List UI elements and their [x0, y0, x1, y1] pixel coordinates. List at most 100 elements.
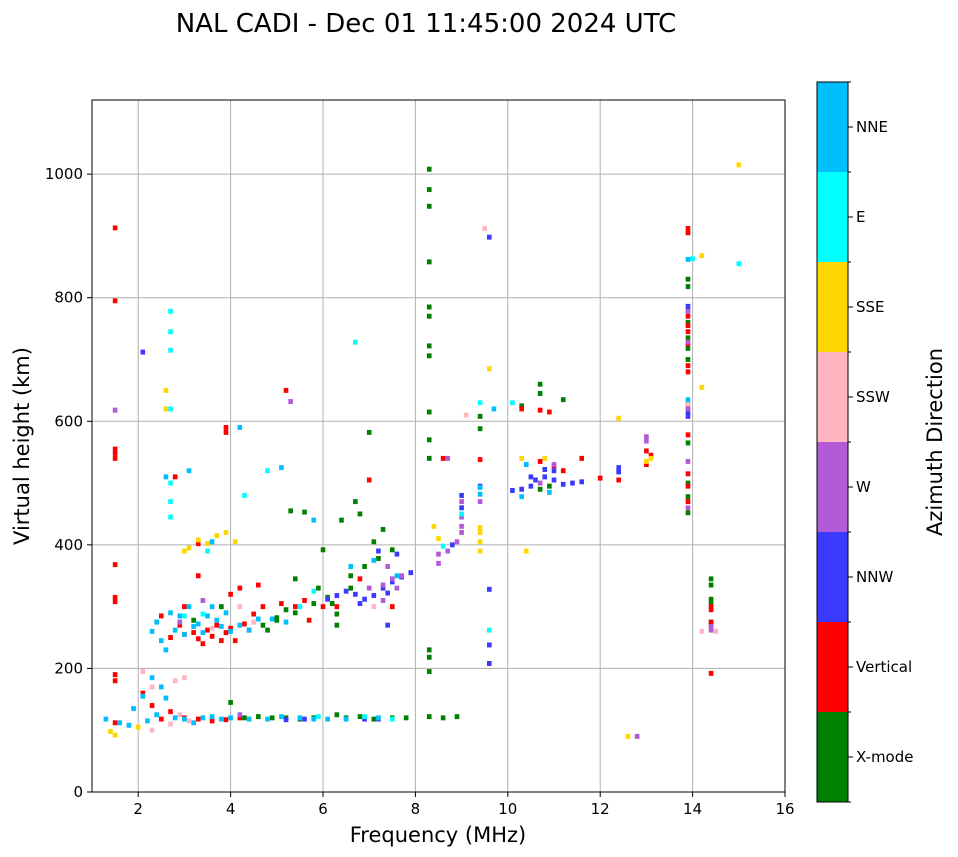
data-point [579, 455, 585, 461]
data-point [454, 714, 460, 720]
x-tick-label: 4 [226, 800, 236, 818]
data-point [616, 469, 621, 475]
data-point [542, 474, 548, 480]
data-point [237, 712, 243, 718]
data-point [616, 415, 621, 421]
data-point [149, 727, 155, 733]
data-point [228, 699, 233, 705]
data-point [685, 323, 691, 328]
data-point [685, 329, 691, 335]
data-point [487, 627, 492, 633]
data-point [325, 716, 330, 722]
data-point [685, 230, 691, 236]
data-point [426, 313, 432, 319]
data-point [191, 630, 196, 636]
data-point [209, 718, 215, 724]
data-point [334, 611, 340, 617]
data-point [283, 387, 289, 393]
data-point [228, 625, 233, 631]
data-point [353, 339, 358, 345]
data-point [403, 715, 409, 721]
data-point [168, 499, 173, 505]
series-w [112, 308, 714, 739]
colorbar-title: Azimuth Direction [923, 348, 947, 536]
data-point [246, 716, 252, 722]
data-point [477, 400, 483, 406]
data-point [172, 474, 178, 480]
data-point [685, 335, 691, 341]
data-point [112, 298, 118, 304]
data-point [320, 547, 326, 553]
data-point [510, 488, 515, 493]
y-tick-label: 1000 [45, 165, 83, 183]
data-point [168, 347, 173, 353]
data-point [699, 384, 705, 390]
data-point [191, 623, 196, 629]
colorbar-label: NNW [856, 568, 893, 586]
data-point [487, 586, 492, 592]
data-point [366, 477, 372, 483]
data-point [528, 483, 534, 489]
data-point [362, 596, 367, 602]
data-point [191, 720, 196, 726]
data-point [551, 477, 557, 483]
data-point [708, 623, 714, 629]
data-point [708, 670, 714, 676]
data-point [597, 475, 603, 481]
data-point [339, 517, 344, 523]
data-point [311, 517, 317, 523]
colorbar-label: SSW [856, 388, 890, 406]
data-point [228, 591, 233, 597]
data-point [394, 573, 400, 579]
series-e [168, 256, 742, 722]
data-point [362, 714, 367, 720]
data-point [269, 616, 275, 622]
data-point [736, 261, 742, 267]
plot-area [92, 100, 785, 792]
data-point [459, 523, 464, 529]
data-point [288, 399, 293, 404]
data-point [537, 407, 543, 413]
data-point [209, 539, 215, 545]
data-point [519, 486, 524, 492]
data-point [265, 627, 270, 633]
data-point [200, 611, 206, 617]
data-point [223, 424, 229, 430]
data-point [491, 406, 497, 412]
data-point [232, 638, 238, 644]
data-point [112, 720, 118, 726]
data-point [279, 465, 284, 471]
data-point [348, 585, 354, 591]
data-point [195, 636, 201, 642]
data-point [177, 712, 183, 718]
data-point [158, 638, 164, 644]
data-point [195, 541, 201, 547]
data-point [685, 409, 691, 415]
data-point [219, 623, 224, 629]
data-point [380, 597, 386, 603]
data-point [426, 304, 432, 310]
data-point [380, 585, 386, 591]
data-point [685, 413, 691, 419]
y-axis-label: Virtual height (km) [10, 347, 34, 545]
data-point [168, 635, 173, 641]
data-point [149, 675, 155, 681]
data-point [648, 452, 654, 458]
data-point [205, 541, 210, 547]
data-point [163, 406, 169, 412]
data-point [685, 494, 691, 500]
data-point [158, 684, 164, 690]
data-point [459, 499, 464, 505]
data-point [477, 457, 483, 463]
data-point [362, 564, 367, 569]
data-point [616, 465, 621, 471]
data-point [219, 604, 224, 610]
data-point [242, 621, 247, 627]
data-point [389, 716, 395, 722]
data-point [699, 628, 705, 634]
data-point [242, 492, 247, 498]
data-point [251, 619, 257, 625]
data-point [537, 480, 543, 486]
data-point [426, 647, 432, 653]
data-point [426, 259, 432, 265]
